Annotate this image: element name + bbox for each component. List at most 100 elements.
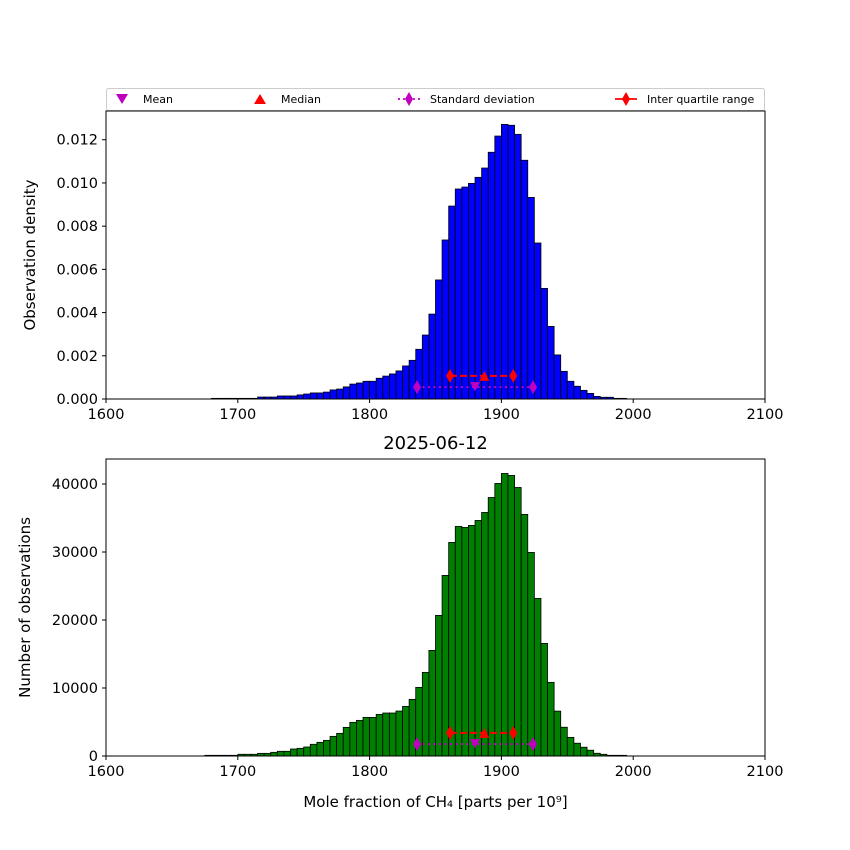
x-tick-label: 1600 bbox=[88, 407, 125, 423]
histogram-bar bbox=[553, 354, 562, 400]
histogram-bar bbox=[336, 732, 344, 757]
legend-label: Mean bbox=[143, 93, 173, 106]
histogram-bar bbox=[362, 380, 371, 400]
axes-frame bbox=[105, 110, 766, 400]
histogram-bar bbox=[566, 380, 575, 400]
histogram-bar bbox=[342, 726, 351, 757]
histogram-bar bbox=[514, 487, 522, 757]
iqr-low-marker bbox=[445, 368, 454, 383]
y-tick-label: 0.000 bbox=[56, 392, 98, 408]
legend-label: Standard deviation bbox=[430, 93, 535, 106]
histogram-bar bbox=[382, 375, 390, 400]
histogram-bar bbox=[507, 124, 515, 400]
histogram-bar bbox=[356, 382, 364, 400]
histogram-bar bbox=[468, 182, 476, 400]
histogram-bar bbox=[323, 391, 331, 400]
histogram-bar bbox=[402, 365, 410, 400]
x-tick-label: 2100 bbox=[747, 407, 784, 423]
histogram-bar bbox=[356, 719, 364, 757]
histogram-bar bbox=[573, 385, 581, 400]
diamond-icon bbox=[622, 92, 630, 106]
histogram-bar bbox=[454, 188, 463, 400]
histogram-bar bbox=[316, 392, 324, 400]
mean-marker bbox=[470, 739, 481, 749]
histogram-bar bbox=[435, 279, 443, 400]
iqr-high-marker bbox=[509, 725, 518, 740]
histogram-bar bbox=[309, 743, 318, 757]
diamond-icon bbox=[405, 92, 413, 106]
histogram-bar bbox=[461, 186, 469, 400]
histogram-bar bbox=[448, 542, 456, 757]
y-tick-label: 0.002 bbox=[56, 349, 98, 365]
histogram-bar bbox=[276, 750, 285, 757]
histogram-bar bbox=[560, 370, 568, 400]
histogram-bar bbox=[395, 710, 403, 757]
legend-entry-interquartile-range: Inter quartile range bbox=[615, 92, 754, 106]
histogram-bar bbox=[296, 747, 305, 757]
histogram-bar bbox=[303, 746, 311, 757]
histogram-bar bbox=[408, 359, 417, 400]
triangle-down-icon bbox=[116, 94, 128, 104]
x-tick-label: 2000 bbox=[615, 407, 652, 423]
histogram-bar bbox=[435, 614, 443, 757]
y-tick-label: 0.006 bbox=[56, 262, 98, 278]
y-tick-label: 0.008 bbox=[56, 219, 98, 235]
triangle-up-icon bbox=[254, 94, 266, 104]
histogram-bar bbox=[580, 746, 588, 757]
histogram-bar bbox=[349, 383, 357, 400]
histogram-bar bbox=[402, 705, 410, 757]
std-high-marker bbox=[529, 380, 538, 395]
histogram-bar bbox=[481, 167, 489, 400]
median-marker bbox=[479, 370, 490, 381]
iqr-high-marker bbox=[509, 368, 518, 383]
histogram-bar bbox=[481, 512, 489, 757]
legend-label: Inter quartile range bbox=[647, 93, 754, 106]
legend-entry-median: Median bbox=[254, 93, 321, 106]
chart-title: 2025-06-12 bbox=[383, 433, 488, 454]
histogram-bar bbox=[349, 721, 357, 757]
histogram-bar bbox=[290, 748, 298, 757]
histogram-bar bbox=[441, 575, 450, 757]
x-axis-label: Mole fraction of CH₄ [parts per 10⁹] bbox=[303, 793, 567, 811]
histogram-bar bbox=[270, 751, 278, 757]
y-axis-label: Number of observations bbox=[16, 517, 34, 698]
y-tick-label: 0.012 bbox=[56, 133, 98, 149]
legend-entry-mean: Mean bbox=[116, 93, 173, 106]
density-histogram: 1600 1700 1800 1900 2000 2100 0.000 0.002 0.004 0… bbox=[21, 110, 784, 423]
histogram-bar bbox=[408, 698, 417, 757]
histogram-bar bbox=[474, 520, 483, 757]
iqr-low-marker bbox=[445, 725, 454, 740]
y-tick-label: 10000 bbox=[52, 681, 98, 697]
axes-frame bbox=[105, 458, 766, 757]
histogram-bar bbox=[283, 750, 291, 757]
y-tick-label: 0.004 bbox=[56, 306, 98, 322]
histogram-bar bbox=[500, 123, 509, 400]
histogram-bar bbox=[527, 197, 535, 400]
x-tick-label: 1700 bbox=[219, 407, 256, 423]
histogram-bar bbox=[369, 380, 377, 400]
legend-label: Median bbox=[281, 93, 321, 106]
count-histogram: 1600 1700 1800 1900 2000 2100 0 10000 20000 30000… bbox=[16, 433, 783, 811]
histogram-bar bbox=[329, 389, 338, 400]
histogram-bar bbox=[375, 377, 384, 400]
histogram-bar bbox=[586, 392, 595, 400]
histogram-bar bbox=[533, 597, 542, 757]
y-axis-label: Observation density bbox=[21, 179, 39, 330]
histogram-bar bbox=[395, 370, 403, 400]
x-tick-label: 1800 bbox=[351, 764, 388, 780]
histogram-bar bbox=[454, 526, 463, 757]
histogram-bar bbox=[428, 650, 436, 757]
histogram-bar bbox=[323, 739, 331, 757]
histogram-bar bbox=[540, 287, 548, 400]
histogram-bar bbox=[303, 393, 311, 400]
histogram-bar bbox=[421, 334, 430, 400]
histogram-bar bbox=[474, 176, 483, 400]
median-marker bbox=[479, 727, 490, 738]
histogram-bar bbox=[388, 712, 397, 757]
legend-entry-standard-deviation: Standard deviation bbox=[398, 92, 535, 106]
y-tick-label: 30000 bbox=[52, 545, 98, 561]
histogram-bar bbox=[388, 373, 397, 400]
histogram-bar bbox=[520, 514, 529, 757]
x-tick-label: 2100 bbox=[747, 764, 784, 780]
